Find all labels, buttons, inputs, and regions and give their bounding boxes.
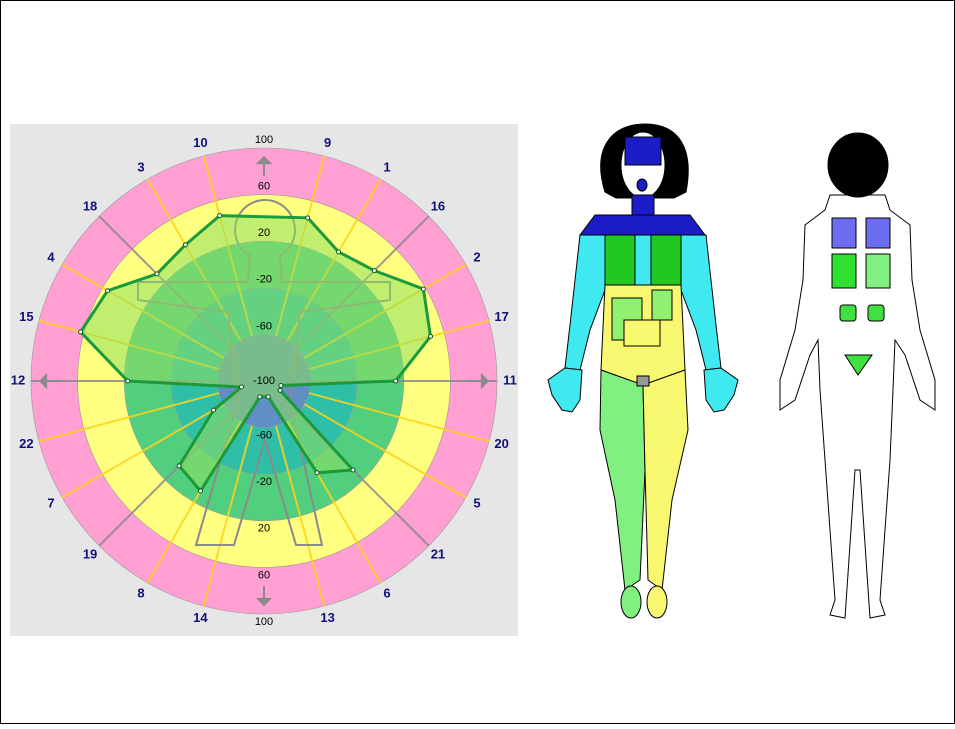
r-tick-label: -20 [256, 476, 272, 488]
series-point [429, 334, 433, 338]
r-tick-label: 20 [258, 523, 270, 535]
r-tick-label: -100 [253, 375, 275, 387]
series-point [183, 243, 187, 247]
category-label: 22 [19, 436, 33, 451]
series-point [421, 287, 425, 291]
r-tick-label: -60 [256, 320, 272, 332]
series-point [199, 489, 203, 493]
category-label: 18 [83, 198, 97, 213]
series-point [337, 250, 341, 254]
category-label: 13 [320, 610, 334, 625]
series-point [155, 272, 159, 276]
category-label: 5 [473, 495, 480, 510]
category-label: 14 [193, 610, 208, 625]
page: 9 1 16 2 17 11 20 5 21 6 13 14 8 19 7 22 12 15 4 18 3 10 -100 -… [0, 0, 955, 724]
category-label: 8 [137, 585, 144, 600]
series-point [239, 385, 243, 389]
category-label: 10 [193, 135, 207, 150]
series-point [218, 214, 222, 218]
r-tick-label: 60 [258, 569, 270, 581]
category-label: 20 [494, 436, 508, 451]
series-point [306, 216, 310, 220]
series-point [351, 468, 355, 472]
category-label: 15 [19, 309, 33, 324]
series-point [266, 395, 270, 399]
series-point [394, 379, 398, 383]
series-point [315, 471, 319, 475]
series-point [177, 464, 181, 468]
category-label: 6 [383, 585, 390, 600]
category-label: 16 [431, 198, 445, 213]
category-label: 4 [47, 249, 55, 264]
category-label: 2 [473, 249, 480, 264]
category-label: 3 [137, 159, 144, 174]
r-tick-label: 100 [255, 134, 273, 146]
series-point [212, 408, 216, 412]
series-point [372, 269, 376, 273]
category-label: 9 [324, 135, 331, 150]
series-point [126, 379, 130, 383]
category-label: 12 [11, 372, 25, 387]
r-tick-label: -20 [256, 274, 272, 286]
r-tick-label: 20 [258, 227, 270, 239]
radar: 9 1 16 2 17 11 20 5 21 6 13 14 8 19 7 22 12 15 4 18 3 10 -100 -… [11, 134, 517, 628]
r-tick-label: 100 [255, 616, 273, 628]
category-label: 7 [47, 495, 54, 510]
series-point [258, 395, 262, 399]
category-label: 1 [383, 159, 390, 174]
category-label: 19 [83, 546, 97, 561]
series-point [106, 289, 110, 293]
category-label: 11 [503, 372, 517, 387]
category-label: 17 [494, 309, 508, 324]
series-point [79, 330, 83, 334]
series-point [278, 388, 282, 392]
series-point [279, 384, 283, 388]
r-tick-label: -60 [256, 430, 272, 442]
category-label: 21 [431, 546, 445, 561]
r-tick-label: 60 [258, 181, 270, 193]
